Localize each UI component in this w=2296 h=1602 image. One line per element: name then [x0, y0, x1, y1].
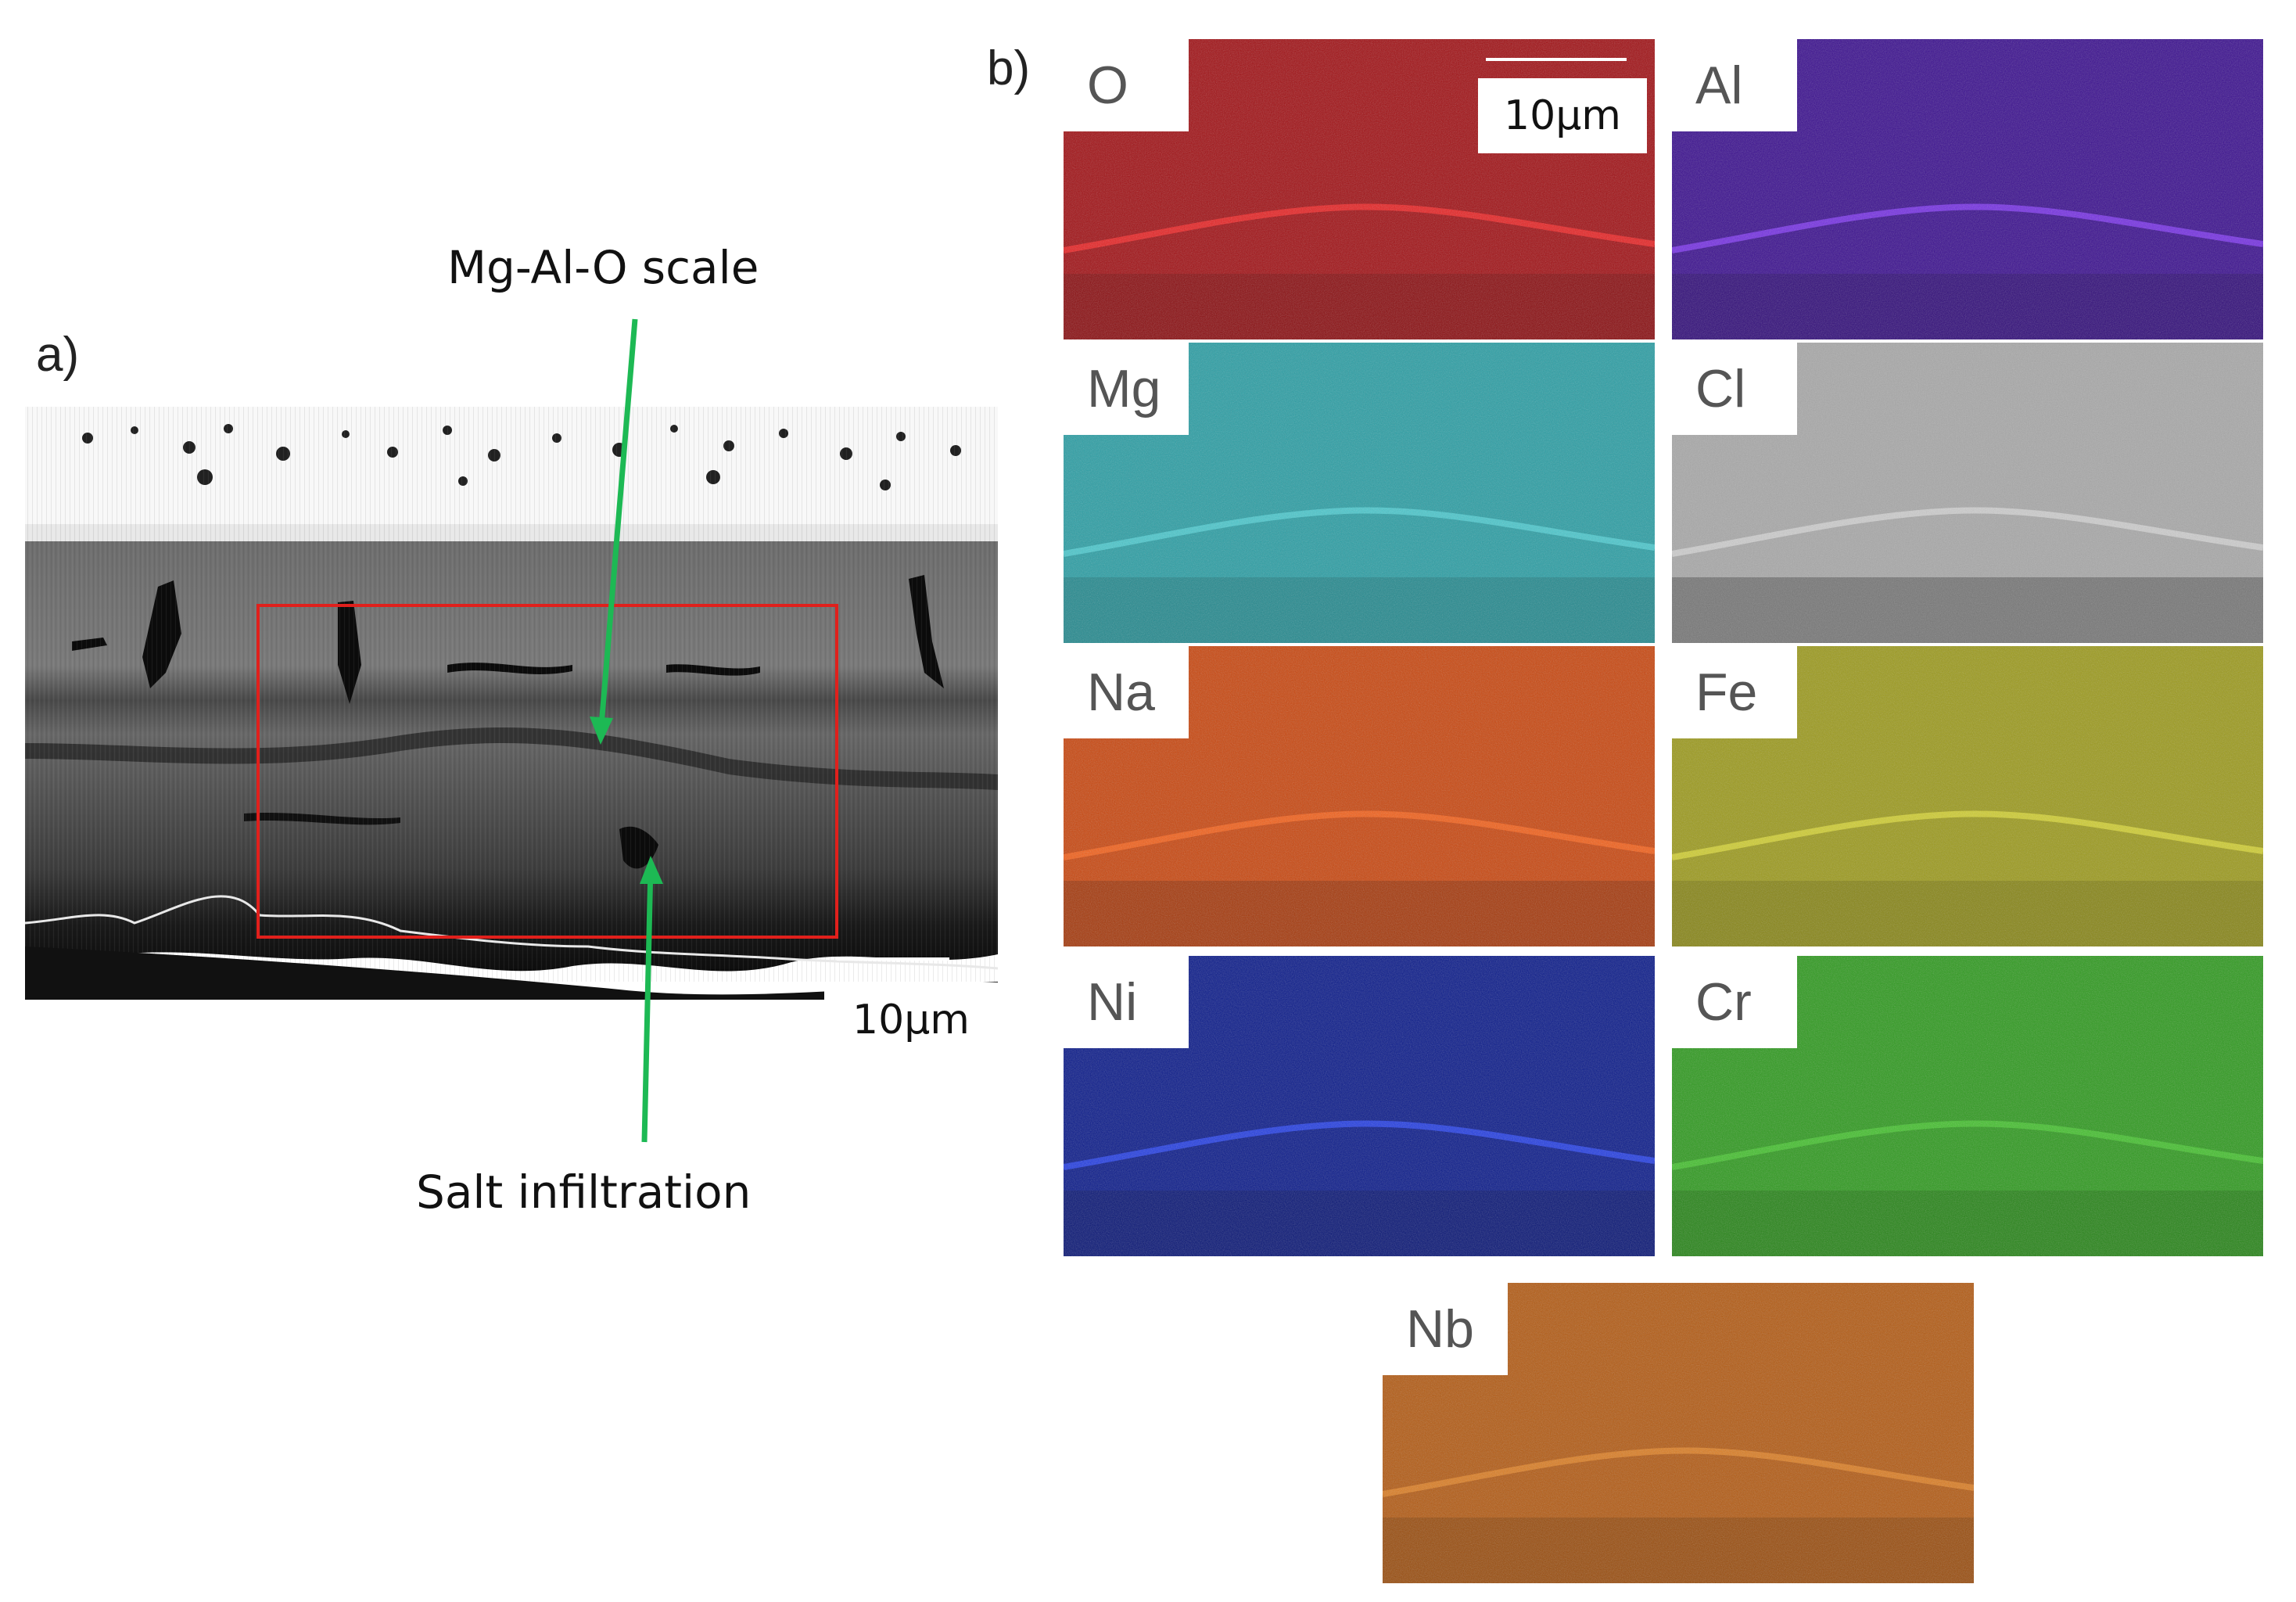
eds-map-element-label: Cl — [1695, 359, 1746, 418]
eds-map-label-box — [1383, 1283, 1508, 1375]
eds-map-element-label: Fe — [1695, 663, 1758, 722]
eds-map-element-label: Ni — [1087, 972, 1138, 1032]
eds-map-element-label: Al — [1695, 56, 1743, 115]
eds-map-label-box — [1064, 39, 1189, 131]
eds-map-label-box — [1672, 343, 1797, 435]
eds-map-ni: Ni — [1064, 956, 1655, 1256]
eds-map-element-label: Cr — [1695, 972, 1752, 1032]
eds-map-na: Na — [1064, 646, 1655, 946]
eds-map-mg: Mg — [1064, 343, 1655, 643]
panel-b-label: b) — [987, 41, 1031, 95]
annotation-mg-al-o-scale: Mg-Al-O scale — [447, 241, 759, 294]
eds-map-element-label: Mg — [1087, 359, 1161, 418]
eds-map-label-box — [1672, 646, 1797, 738]
eds-map-element-label: Nb — [1406, 1299, 1474, 1359]
eds-map-label-box — [1672, 956, 1797, 1048]
eds-map-nb: Nb — [1383, 1283, 1974, 1583]
annotation-salt-infiltration: Salt infiltration — [416, 1166, 752, 1219]
eds-map-label-box — [1064, 646, 1189, 738]
eds-map-element-label: Na — [1087, 663, 1155, 722]
scale-bar-label: 10µm — [824, 982, 998, 1058]
eds-map-element-label: O — [1087, 56, 1128, 115]
annotation-arrows — [590, 318, 663, 1143]
scale-bar-line — [837, 957, 949, 961]
eds-map-cl: Cl — [1672, 343, 2263, 643]
eds-map-o: O 10µm — [1064, 39, 1655, 339]
roi-rectangle — [257, 604, 838, 939]
sem-micrograph: 10µm — [25, 407, 998, 1103]
eds-scale-bar-line — [1486, 58, 1627, 61]
eds-map-label-box — [1064, 343, 1189, 435]
eds-map-fe: Fe — [1672, 646, 2263, 946]
eds-map-al: Al — [1672, 39, 2263, 339]
eds-map-label-box — [1064, 956, 1189, 1048]
eds-map-label-box — [1672, 39, 1797, 131]
eds-scale-bar-label: 10µm — [1478, 78, 1647, 153]
panel-a-label: a) — [36, 328, 80, 382]
eds-map-cr: Cr — [1672, 956, 2263, 1256]
